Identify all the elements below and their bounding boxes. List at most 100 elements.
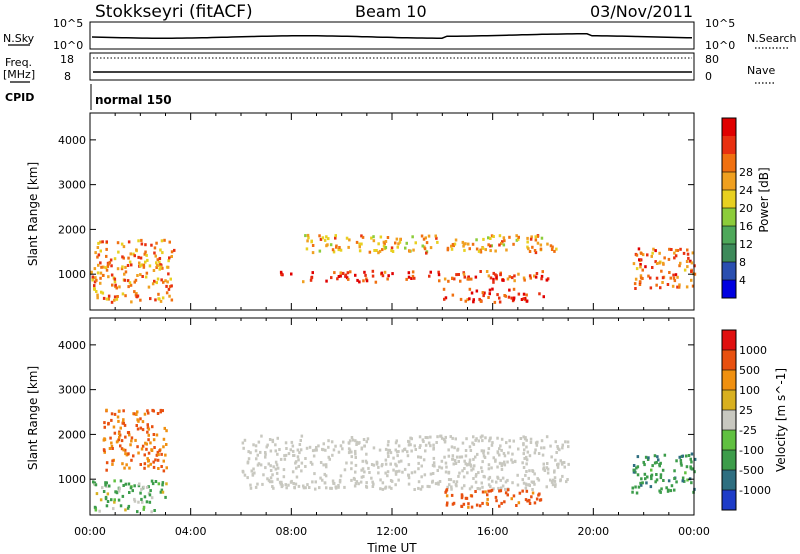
- range-cell: [497, 486, 500, 490]
- range-cell: [358, 280, 361, 284]
- range-cell: [427, 441, 431, 445]
- range-cell: [145, 253, 148, 257]
- range-cell: [464, 242, 467, 246]
- range-cell: [110, 498, 113, 502]
- range-cell: [351, 438, 355, 442]
- range-cell: [413, 488, 416, 491]
- range-cell: [339, 248, 343, 252]
- range-cell: [446, 501, 449, 505]
- range-cell: [487, 463, 491, 467]
- range-cell: [383, 270, 387, 274]
- range-cell: [474, 438, 477, 442]
- range-cell: [362, 279, 365, 283]
- range-cell: [665, 486, 668, 490]
- range-cell: [407, 473, 410, 477]
- range-cell: [156, 450, 160, 454]
- range-cell: [375, 249, 378, 252]
- range-cell: [362, 475, 365, 479]
- range-cell: [479, 299, 483, 303]
- colorbar-segment: [722, 410, 736, 430]
- range-cell: [104, 497, 108, 501]
- range-cell: [462, 272, 466, 276]
- range-cell: [488, 439, 491, 443]
- range-cell: [105, 468, 108, 472]
- range-cell: [515, 234, 518, 238]
- range-cell: [428, 485, 431, 489]
- range-cell: [472, 442, 476, 446]
- range-cell: [132, 454, 135, 458]
- range-cell: [311, 462, 314, 466]
- range-cell: [139, 417, 142, 421]
- range-cell: [438, 279, 441, 283]
- range-cell: [566, 440, 570, 444]
- range-cell: [472, 457, 475, 461]
- range-cell: [107, 297, 110, 301]
- range-cell: [323, 472, 326, 476]
- range-cell: [437, 273, 441, 277]
- range-cell: [502, 452, 506, 455]
- range-cell: [532, 480, 535, 484]
- range-cell: [97, 253, 101, 257]
- range-cell: [681, 479, 684, 483]
- range-cell: [395, 464, 398, 468]
- range-cell: [110, 264, 113, 268]
- range-cell: [492, 277, 495, 281]
- range-cell: [140, 497, 143, 501]
- range-cell: [386, 470, 390, 474]
- range-cell: [489, 249, 492, 253]
- range-cell: [302, 280, 305, 284]
- range-cell: [148, 264, 152, 268]
- range-cell: [482, 237, 485, 241]
- range-cell: [128, 281, 132, 285]
- range-cell: [95, 290, 98, 293]
- range-cell: [644, 265, 647, 269]
- range-cell: [487, 274, 491, 278]
- range-cell: [472, 467, 475, 471]
- velocity-axes: 1000 2000 3000 4000 00:00 04:00 08:00 12:00 16:0…: [58, 318, 710, 538]
- range-cell: [417, 455, 420, 459]
- colorbar-segment: [722, 208, 736, 226]
- range-cell: [136, 410, 139, 414]
- range-cell: [670, 484, 674, 488]
- range-cell: [353, 484, 357, 488]
- range-cell: [136, 274, 139, 277]
- range-cell: [504, 487, 507, 491]
- range-cell: [679, 458, 683, 462]
- range-cell: [149, 441, 152, 445]
- range-cell: [676, 275, 679, 279]
- range-cell: [374, 280, 378, 284]
- range-cell: [522, 481, 526, 485]
- range-cell: [678, 283, 681, 287]
- range-cell: [365, 461, 369, 465]
- range-cell: [417, 480, 421, 484]
- range-cell: [274, 460, 278, 464]
- range-cell: [444, 470, 448, 474]
- range-cell: [99, 498, 103, 502]
- range-cell: [328, 457, 331, 461]
- range-cell: [454, 238, 458, 242]
- range-cell: [436, 469, 439, 472]
- range-cell: [522, 292, 526, 296]
- range-cell: [671, 284, 675, 288]
- range-cell: [446, 485, 449, 489]
- range-cell: [155, 263, 159, 267]
- range-cell: [463, 248, 466, 252]
- range-cell: [345, 461, 348, 465]
- range-cell: [150, 243, 153, 247]
- range-cell: [531, 245, 534, 249]
- range-cell: [113, 498, 116, 502]
- range-cell: [117, 438, 121, 441]
- range-cell: [337, 485, 340, 489]
- range-cell: [337, 450, 341, 454]
- range-cell: [427, 234, 431, 238]
- range-cell: [349, 270, 352, 274]
- range-cell: [401, 470, 404, 474]
- range-cell: [130, 439, 133, 443]
- range-cell: [159, 410, 162, 414]
- plot-title: Stokkseyri (fitACF): [95, 2, 253, 22]
- range-cell: [399, 237, 402, 241]
- range-cell: [253, 471, 256, 475]
- range-cell: [429, 444, 432, 448]
- range-cell: [466, 298, 469, 302]
- range-cell: [678, 264, 681, 268]
